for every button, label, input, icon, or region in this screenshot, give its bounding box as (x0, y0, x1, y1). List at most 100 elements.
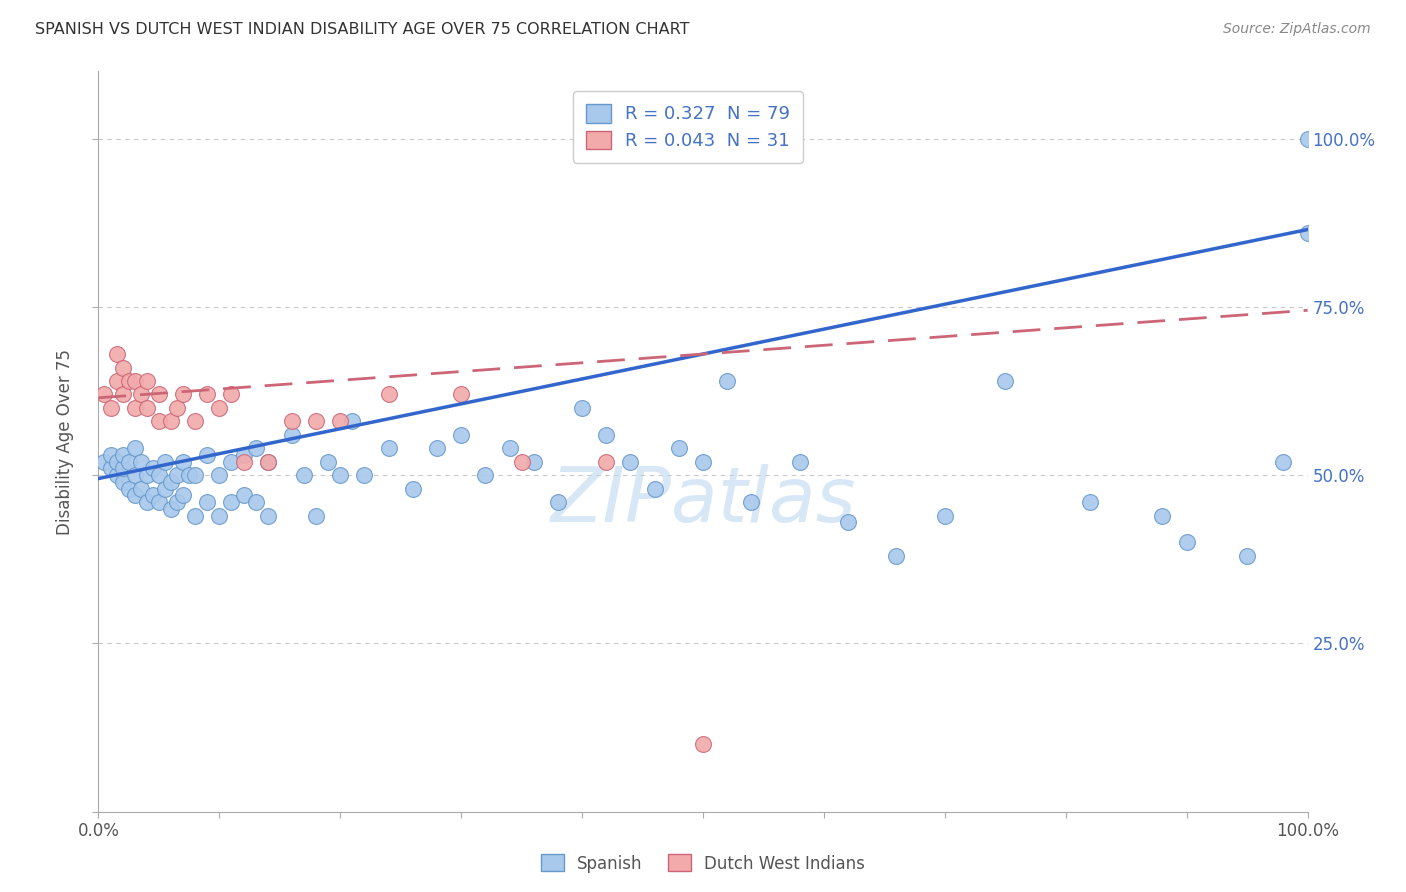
Point (668, 442, 690, 456)
Point (523, 455, 546, 469)
Point (1152, 508, 1174, 523)
Point (402, 482, 425, 496)
Point (245, 442, 267, 456)
Point (93, 387, 115, 401)
Point (105, 374, 128, 388)
Point (692, 738, 714, 752)
Point (160, 414, 183, 428)
Point (111, 475, 134, 489)
Point (111, 387, 134, 401)
Point (1175, 535, 1198, 549)
Point (595, 455, 617, 469)
Point (329, 468, 352, 483)
Legend: R = 0.327  N = 79, R = 0.043  N = 31: R = 0.327 N = 79, R = 0.043 N = 31 (574, 92, 803, 162)
Point (129, 387, 152, 401)
Point (353, 468, 375, 483)
Point (111, 448, 134, 462)
Point (232, 448, 254, 462)
Point (316, 455, 339, 469)
Point (232, 488, 254, 502)
Point (510, 455, 533, 469)
Point (1078, 495, 1101, 509)
Point (124, 374, 146, 388)
Point (93, 455, 115, 469)
Point (221, 455, 243, 469)
Point (153, 455, 176, 469)
Point (148, 387, 170, 401)
Point (498, 442, 520, 456)
Point (547, 495, 569, 509)
Point (166, 401, 188, 415)
Point (124, 468, 146, 483)
Point (789, 455, 811, 469)
Point (148, 414, 170, 428)
Point (153, 482, 176, 496)
Point (172, 488, 194, 502)
Point (135, 495, 157, 509)
Point (232, 455, 254, 469)
Point (124, 401, 146, 415)
Point (281, 427, 304, 442)
Point (148, 468, 170, 483)
Point (118, 374, 141, 388)
Point (377, 387, 399, 401)
Point (740, 495, 762, 509)
Point (450, 427, 472, 442)
Point (195, 495, 218, 509)
Point (292, 468, 315, 483)
Point (105, 468, 128, 483)
Y-axis label: Disability Age Over 75: Disability Age Over 75 (56, 349, 75, 534)
Point (342, 414, 364, 428)
Point (100, 401, 122, 415)
Text: SPANISH VS DUTCH WEST INDIAN DISABILITY AGE OVER 75 CORRELATION CHART: SPANISH VS DUTCH WEST INDIAN DISABILITY … (35, 22, 690, 37)
Point (129, 482, 152, 496)
Point (100, 448, 122, 462)
Point (281, 414, 304, 428)
Point (221, 387, 243, 401)
Point (135, 401, 157, 415)
Point (619, 455, 641, 469)
Point (692, 455, 714, 469)
Point (142, 488, 165, 502)
Point (886, 549, 908, 563)
Point (184, 468, 207, 483)
Point (450, 387, 472, 401)
Point (166, 468, 188, 483)
Point (195, 448, 218, 462)
Point (111, 461, 134, 475)
Point (105, 455, 128, 469)
Point (305, 508, 328, 523)
Point (105, 347, 128, 361)
Point (148, 495, 170, 509)
Point (100, 461, 122, 475)
Point (195, 387, 218, 401)
Point (1296, 226, 1319, 240)
Text: Source: ZipAtlas.com: Source: ZipAtlas.com (1223, 22, 1371, 37)
Point (166, 495, 188, 509)
Point (160, 475, 183, 489)
Point (124, 442, 146, 456)
Point (256, 455, 278, 469)
Point (1272, 455, 1295, 469)
Point (208, 401, 231, 415)
Point (994, 374, 1017, 388)
Point (305, 414, 328, 428)
Point (1296, 131, 1319, 145)
Point (179, 468, 201, 483)
Point (329, 414, 352, 428)
Point (934, 508, 956, 523)
Point (184, 508, 207, 523)
Point (208, 508, 231, 523)
Point (1236, 549, 1258, 563)
Text: ZIPatlas: ZIPatlas (550, 464, 856, 538)
Point (118, 455, 141, 469)
Point (571, 401, 593, 415)
Point (245, 495, 267, 509)
Legend: Spanish, Dutch West Indians: Spanish, Dutch West Indians (534, 847, 872, 880)
Point (595, 427, 617, 442)
Point (837, 516, 859, 530)
Point (426, 442, 449, 456)
Point (256, 455, 278, 469)
Point (256, 508, 278, 523)
Point (184, 414, 207, 428)
